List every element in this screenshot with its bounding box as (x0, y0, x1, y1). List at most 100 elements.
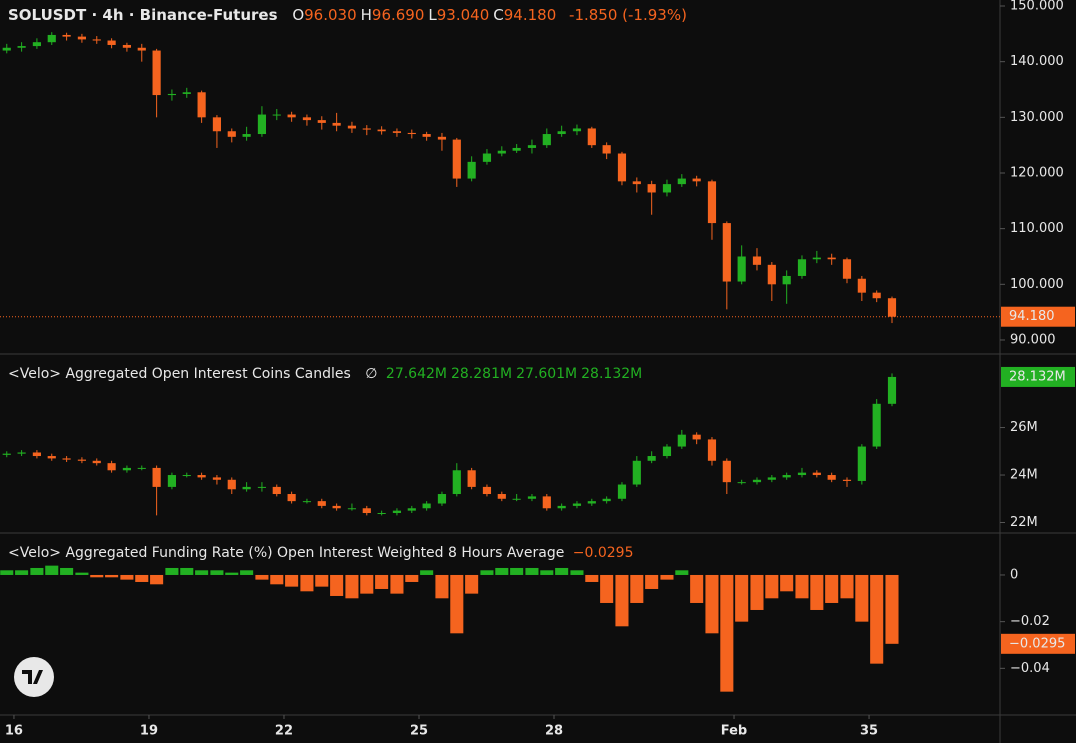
candle-body (692, 178, 701, 182)
last-value-label: 94.180 (1009, 309, 1055, 324)
last-value-tag (1001, 306, 1075, 327)
candle-body (632, 181, 641, 185)
funding-bar (45, 565, 59, 575)
price-legend: SOLUSDT · 4h · Binance-Futures O96.030 H9… (8, 6, 691, 24)
candle-body (782, 475, 791, 478)
symbol-title: SOLUSDT · 4h · Binance-Futures (8, 6, 278, 24)
candle-body (92, 460, 101, 464)
funding-bar (315, 574, 329, 587)
ohlc-label: C (493, 6, 504, 24)
y-tick-label: 140.000 (1010, 54, 1064, 69)
funding-bar (90, 574, 104, 578)
candle-body (632, 460, 641, 485)
candle-body (392, 510, 402, 514)
funding-bar (180, 567, 194, 575)
x-tick-label: 25 (410, 724, 428, 739)
funding-bar (405, 574, 419, 582)
funding-bar (840, 574, 854, 599)
candle-body (467, 161, 476, 179)
funding-legend: <Velo> Aggregated Funding Rate (%) Open … (8, 545, 638, 561)
candle-body (2, 453, 11, 455)
candle-body (212, 117, 222, 132)
candle-body (302, 117, 312, 121)
candle-body (512, 498, 521, 500)
candle-body (437, 136, 447, 140)
candle-body (317, 120, 326, 123)
funding-bar (630, 574, 644, 603)
funding-bar (600, 574, 614, 603)
candle-body (497, 494, 506, 499)
last-value-label: 28.132M (1009, 369, 1066, 384)
funding-bar (660, 574, 674, 580)
candle-body (362, 508, 371, 514)
candle-body (677, 434, 686, 447)
x-tick-label: 35 (860, 724, 878, 739)
x-tick-label: 19 (140, 724, 158, 739)
candle-body (812, 472, 821, 476)
candle-body (587, 128, 596, 146)
y-tick-label: 100.000 (1010, 277, 1064, 292)
funding-bar (675, 570, 689, 575)
funding-bar (645, 574, 659, 589)
funding-bar (810, 574, 824, 610)
candle-body (452, 470, 461, 495)
funding-bar (750, 574, 764, 610)
candle-body (482, 486, 492, 495)
tv-logo[interactable] (14, 657, 54, 697)
funding-bar (390, 574, 404, 594)
candle-body (737, 482, 746, 484)
last-value-tag (1001, 366, 1075, 387)
funding-bar (705, 574, 719, 634)
candle-body (92, 39, 101, 41)
candle-body (347, 508, 357, 510)
candle-body (107, 463, 116, 471)
candle-body (137, 47, 146, 51)
candle-body (227, 479, 236, 490)
funding-bar (465, 574, 479, 594)
candle-body (32, 42, 41, 47)
funding-bar (120, 574, 134, 580)
candle-body (362, 128, 371, 130)
oi-legend: <Velo> Aggregated Open Interest Coins Ca… (8, 366, 650, 382)
candle-body (77, 459, 86, 461)
y-tick-label: 120.000 (1010, 165, 1064, 180)
candle-body (422, 503, 431, 509)
candle-body (857, 446, 866, 481)
candle-body (437, 494, 447, 504)
x-tick-label: 22 (275, 724, 293, 739)
oi-symbol: ∅ (365, 366, 378, 382)
y-tick-label: 110.000 (1010, 221, 1064, 236)
funding-bar (240, 570, 254, 575)
candle-body (692, 434, 701, 440)
oi-value: 28.281M (450, 366, 513, 382)
candle-body (812, 257, 821, 260)
candle-body (662, 184, 672, 193)
y-tick-label: 26M (1010, 420, 1038, 435)
candle-body (842, 479, 852, 481)
candle-body (77, 36, 86, 40)
candle-body (572, 128, 582, 132)
oi-title: <Velo> Aggregated Open Interest Coins Ca… (8, 366, 351, 382)
candle-body (767, 264, 776, 285)
candle-body (752, 256, 762, 265)
candle-body (182, 475, 191, 477)
candle-body (257, 114, 267, 135)
y-tick-label: 24M (1010, 468, 1038, 483)
y-tick-label: 150.000 (1010, 0, 1064, 14)
ohlc-value: 96.690 (371, 6, 425, 24)
candle-body (227, 131, 236, 137)
candle-body (392, 131, 402, 133)
funding-bar (150, 574, 164, 585)
funding-bar (885, 574, 899, 644)
candle-body (707, 439, 717, 461)
candle-body (467, 470, 476, 487)
funding-bar (450, 574, 464, 634)
candle-body (122, 44, 131, 48)
candle-body (647, 456, 656, 461)
ohlc-value: 94.180 (503, 6, 557, 24)
candle-body (797, 472, 807, 476)
funding-bar (615, 574, 629, 627)
funding-bar (480, 570, 494, 575)
candle-body (377, 513, 386, 515)
funding-bar (375, 574, 389, 589)
